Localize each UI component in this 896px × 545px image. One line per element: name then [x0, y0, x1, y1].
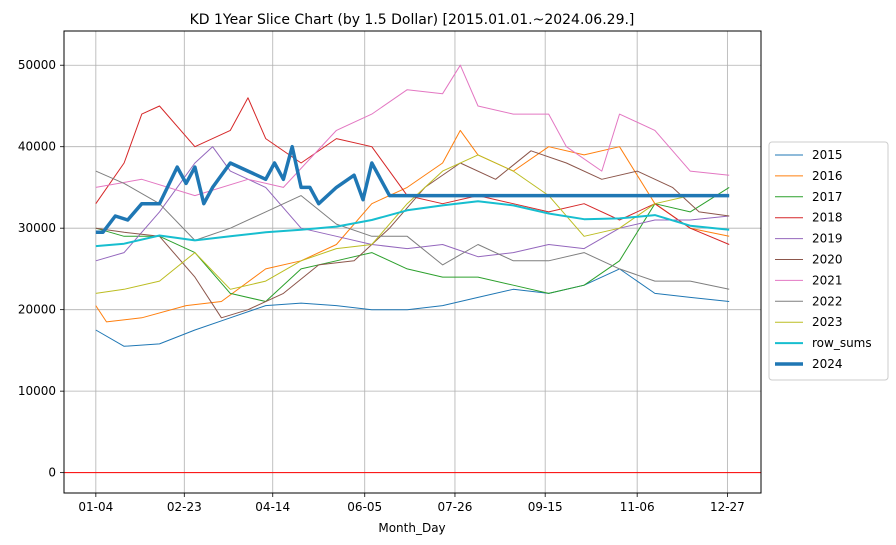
series-line-2023 [95, 154, 730, 294]
x-tick-label: 01-04 [78, 500, 113, 514]
plot-frame [63, 30, 762, 494]
chart-title: KD 1Year Slice Chart (by 1.5 Dollar) [20… [190, 12, 635, 28]
series-line-row_sums [95, 200, 730, 248]
legend-label: 2021 [812, 273, 843, 287]
x-tick-label: 07-26 [438, 500, 473, 514]
y-tick-label: 0 [48, 466, 56, 480]
series-line-2016 [95, 129, 730, 323]
y-tick-label: 30000 [18, 221, 56, 235]
series-line-2021 [95, 64, 730, 197]
legend-label: 2019 [812, 232, 843, 246]
legend-label: 2018 [812, 211, 843, 225]
series-line-2019 [95, 146, 730, 262]
legend: 2015 2016 2017 2018 2019 2020 2021 2022 2023 row_… [768, 141, 889, 381]
series-line-2020 [95, 150, 730, 319]
x-tick-label: 02-23 [167, 500, 202, 514]
x-tick-label: 06-05 [347, 500, 382, 514]
legend-label: 2015 [812, 148, 843, 162]
x-tick-label: 09-15 [528, 500, 563, 514]
y-tick-label: 50000 [18, 58, 56, 72]
series-line-2024 [95, 144, 730, 235]
y-tick-label: 10000 [18, 384, 56, 398]
x-tick-label: 12-27 [710, 500, 745, 514]
legend-label: 2020 [812, 253, 843, 267]
legend-label: 2016 [812, 169, 843, 183]
legend-label: 2022 [812, 294, 843, 308]
grid-lines [64, 31, 761, 493]
series-line-2018 [95, 97, 730, 245]
series-lines [95, 64, 730, 347]
legend-label: row_sums [812, 336, 872, 350]
legend-label: 2023 [812, 315, 843, 329]
y-tick-label: 20000 [18, 303, 56, 317]
legend-label: 2024 [812, 357, 843, 371]
x-tick-label: 04-14 [255, 500, 290, 514]
x-tick-label: 11-06 [620, 500, 655, 514]
x-axis-label: Month_Day [378, 521, 445, 535]
x-axis: 01-04 02-23 04-14 06-05 07-26 09-15 11-06 12-27 [78, 493, 745, 514]
legend-label: 2017 [812, 190, 843, 204]
legend-box [768, 141, 889, 381]
y-tick-label: 40000 [18, 140, 56, 154]
y-axis: 0 10000 20000 30000 40000 50000 [18, 58, 64, 480]
